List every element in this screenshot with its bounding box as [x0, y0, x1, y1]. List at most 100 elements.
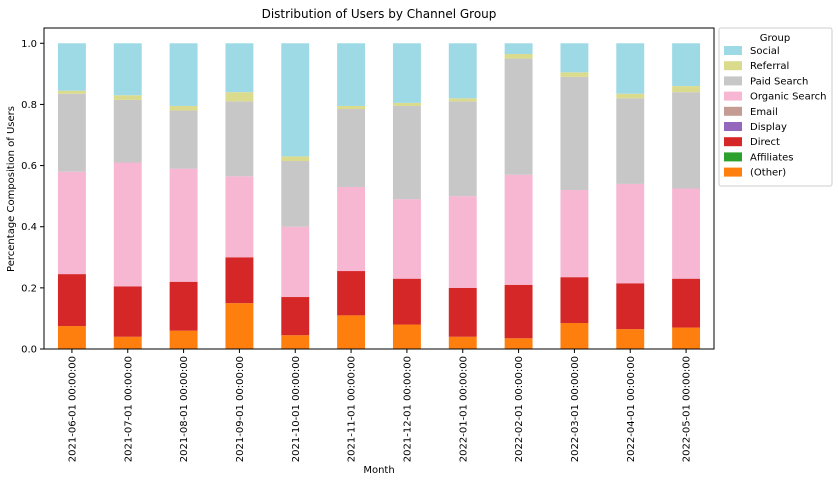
legend-label: Referral [750, 61, 789, 72]
bar-segment [392, 324, 421, 349]
bar-segment [57, 43, 86, 91]
legend-label: Paid Search [750, 76, 808, 87]
bar-segment [616, 329, 645, 349]
bar-segment [392, 105, 421, 200]
x-tick-label: 2021-09-01 00:00:00 [235, 356, 246, 462]
bar-segment [281, 335, 310, 349]
bar-segment [337, 105, 366, 110]
x-tick-label: 2021-06-01 00:00:00 [67, 356, 78, 462]
bar-segment [560, 72, 589, 77]
legend-label: Email [750, 107, 778, 118]
bar-segment [113, 99, 142, 163]
y-tick-label: 1.0 [21, 39, 37, 50]
bar-segment [672, 86, 701, 93]
x-tick-label: 2021-08-01 00:00:00 [179, 356, 190, 462]
legend: Group Social Referral Paid Search Organic S… [718, 27, 833, 187]
legend-swatch [724, 61, 742, 71]
bar-segment [281, 160, 310, 227]
legend-label: Affiliates [750, 152, 793, 163]
bar-segment [169, 168, 198, 282]
bar-segment [337, 109, 366, 187]
bar-segment [57, 90, 86, 94]
bar-segment [225, 101, 254, 177]
y-tick-label: 0.4 [21, 222, 37, 233]
bar-segment [616, 43, 645, 94]
legend-swatch [724, 167, 742, 177]
bar-segment [57, 274, 86, 327]
x-tick-label: 2021-12-01 00:00:00 [402, 356, 413, 462]
bar-segment [672, 278, 701, 328]
bar-segment [504, 284, 533, 339]
legend-label: (Other) [750, 168, 786, 179]
bar-segment [504, 338, 533, 349]
bar-segment [57, 326, 86, 349]
bar-segment [169, 43, 198, 106]
bar-segment [560, 277, 589, 324]
bar-segment [281, 226, 310, 298]
bar-segment [113, 286, 142, 337]
bar-segment [392, 199, 421, 279]
legend-label: Social [750, 46, 780, 57]
bar-segment [337, 43, 366, 106]
chart-title: Distribution of Users by Channel Group [262, 7, 497, 21]
x-tick-label: 2021-07-01 00:00:00 [123, 356, 134, 462]
bar-segment [672, 43, 701, 87]
bar-segment [113, 162, 142, 287]
bar-segment [281, 156, 310, 161]
legend-swatch [724, 76, 742, 86]
bar-segment [392, 43, 421, 103]
x-tick-label: 2022-02-01 00:00:00 [514, 356, 525, 462]
bar-segment [281, 297, 310, 336]
x-tick-label: 2022-01-01 00:00:00 [458, 356, 469, 462]
bar-segment [392, 278, 421, 325]
plot-area [57, 43, 701, 349]
bar-segment [113, 43, 142, 96]
legend-swatch [724, 152, 742, 162]
legend-label: Display [750, 122, 787, 133]
bar-segment [448, 101, 477, 197]
y-tick-label: 0.2 [21, 283, 37, 294]
bar-segment [560, 323, 589, 349]
bar-segment [169, 110, 198, 169]
bar-segment [560, 76, 589, 191]
bar-segment [169, 105, 198, 111]
x-axis-label: Month [363, 465, 394, 476]
legend-swatch [724, 46, 742, 55]
x-tick-label: 2022-05-01 00:00:00 [682, 356, 693, 462]
bar-segment [504, 174, 533, 285]
y-axis: 0.0 0.2 0.4 0.6 0.8 1.0 [21, 39, 44, 356]
bar-segment [560, 43, 589, 73]
x-tick-label: 2021-10-01 00:00:00 [291, 356, 302, 462]
bar-segment [337, 186, 366, 272]
bar-segment [616, 183, 645, 284]
bar-segment [448, 336, 477, 349]
bar-segment [504, 43, 533, 54]
legend-frame [718, 27, 833, 187]
x-tick-label: 2022-03-01 00:00:00 [570, 356, 581, 462]
bar-segment [225, 257, 254, 304]
legend-label: Organic Search [750, 92, 826, 103]
bar-segment [113, 95, 142, 100]
bar-segment [448, 196, 477, 288]
bar-segment [225, 43, 254, 93]
bar-segment [337, 271, 366, 316]
legend-swatch [724, 122, 742, 131]
bar-segment [616, 93, 645, 99]
bar-segment [504, 58, 533, 175]
bar-segment [57, 93, 86, 172]
legend-swatch [724, 106, 742, 116]
bar-segment [57, 171, 86, 275]
bar-segment [448, 98, 477, 102]
bar-segment [616, 98, 645, 184]
bar-segment [225, 176, 254, 258]
plot-frame [43, 27, 715, 350]
legend-swatch [724, 91, 742, 101]
legend-label: Direct [750, 137, 780, 148]
legend-swatch [724, 137, 742, 147]
bar-segment [672, 92, 701, 189]
y-axis-label: Percentage Composition of Users [6, 106, 17, 272]
x-axis: 2021-06-01 00:00:00 2021-07-01 00:00:00 20… [67, 349, 693, 462]
bar-segment [281, 43, 310, 157]
y-tick-label: 0.8 [21, 100, 37, 111]
